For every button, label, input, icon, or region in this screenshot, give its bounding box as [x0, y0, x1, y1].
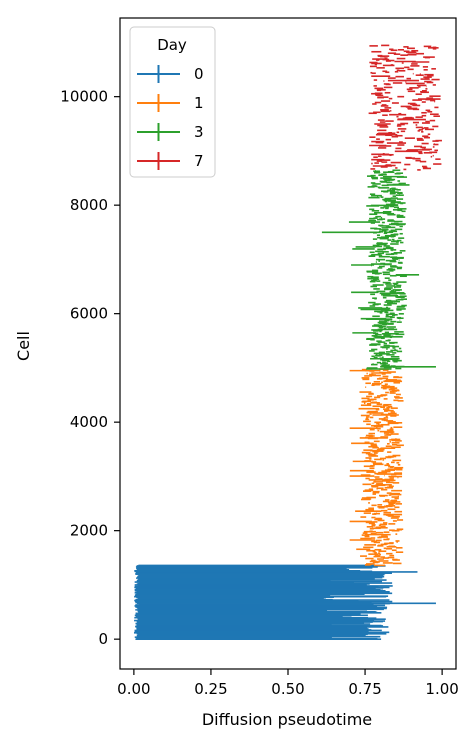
x-tick-label: 0.00: [117, 680, 150, 698]
y-axis: 0 2000 4000 6000 8000 10000: [60, 88, 120, 649]
series-1-errorbars: [350, 369, 404, 565]
legend-label: 7: [194, 152, 204, 170]
y-axis-label: Cell: [14, 331, 33, 361]
series-7-errorbars: [369, 45, 442, 170]
legend: Day 0 1 3 7: [130, 27, 215, 177]
series-3-errorbars: [322, 170, 436, 369]
legend-title: Day: [157, 36, 187, 54]
y-tick-label: 0: [98, 630, 108, 648]
y-tick-label: 8000: [70, 196, 108, 214]
x-tick-label: 1.00: [425, 680, 458, 698]
series-0-errorbars: [134, 565, 436, 639]
y-tick-label: 6000: [70, 305, 108, 323]
x-tick-label: 0.50: [271, 680, 304, 698]
x-axis: 0.00 0.25 0.50 0.75 1.00: [117, 669, 459, 698]
y-tick-label: 10000: [60, 88, 108, 106]
legend-label: 0: [194, 65, 204, 83]
x-axis-label: Diffusion pseudotime: [202, 710, 372, 729]
x-tick-label: 0.25: [194, 680, 227, 698]
y-tick-label: 2000: [70, 522, 108, 540]
y-tick-label: 4000: [70, 413, 108, 431]
legend-label: 1: [194, 94, 204, 112]
x-tick-label: 0.75: [348, 680, 381, 698]
legend-label: 3: [194, 123, 204, 141]
